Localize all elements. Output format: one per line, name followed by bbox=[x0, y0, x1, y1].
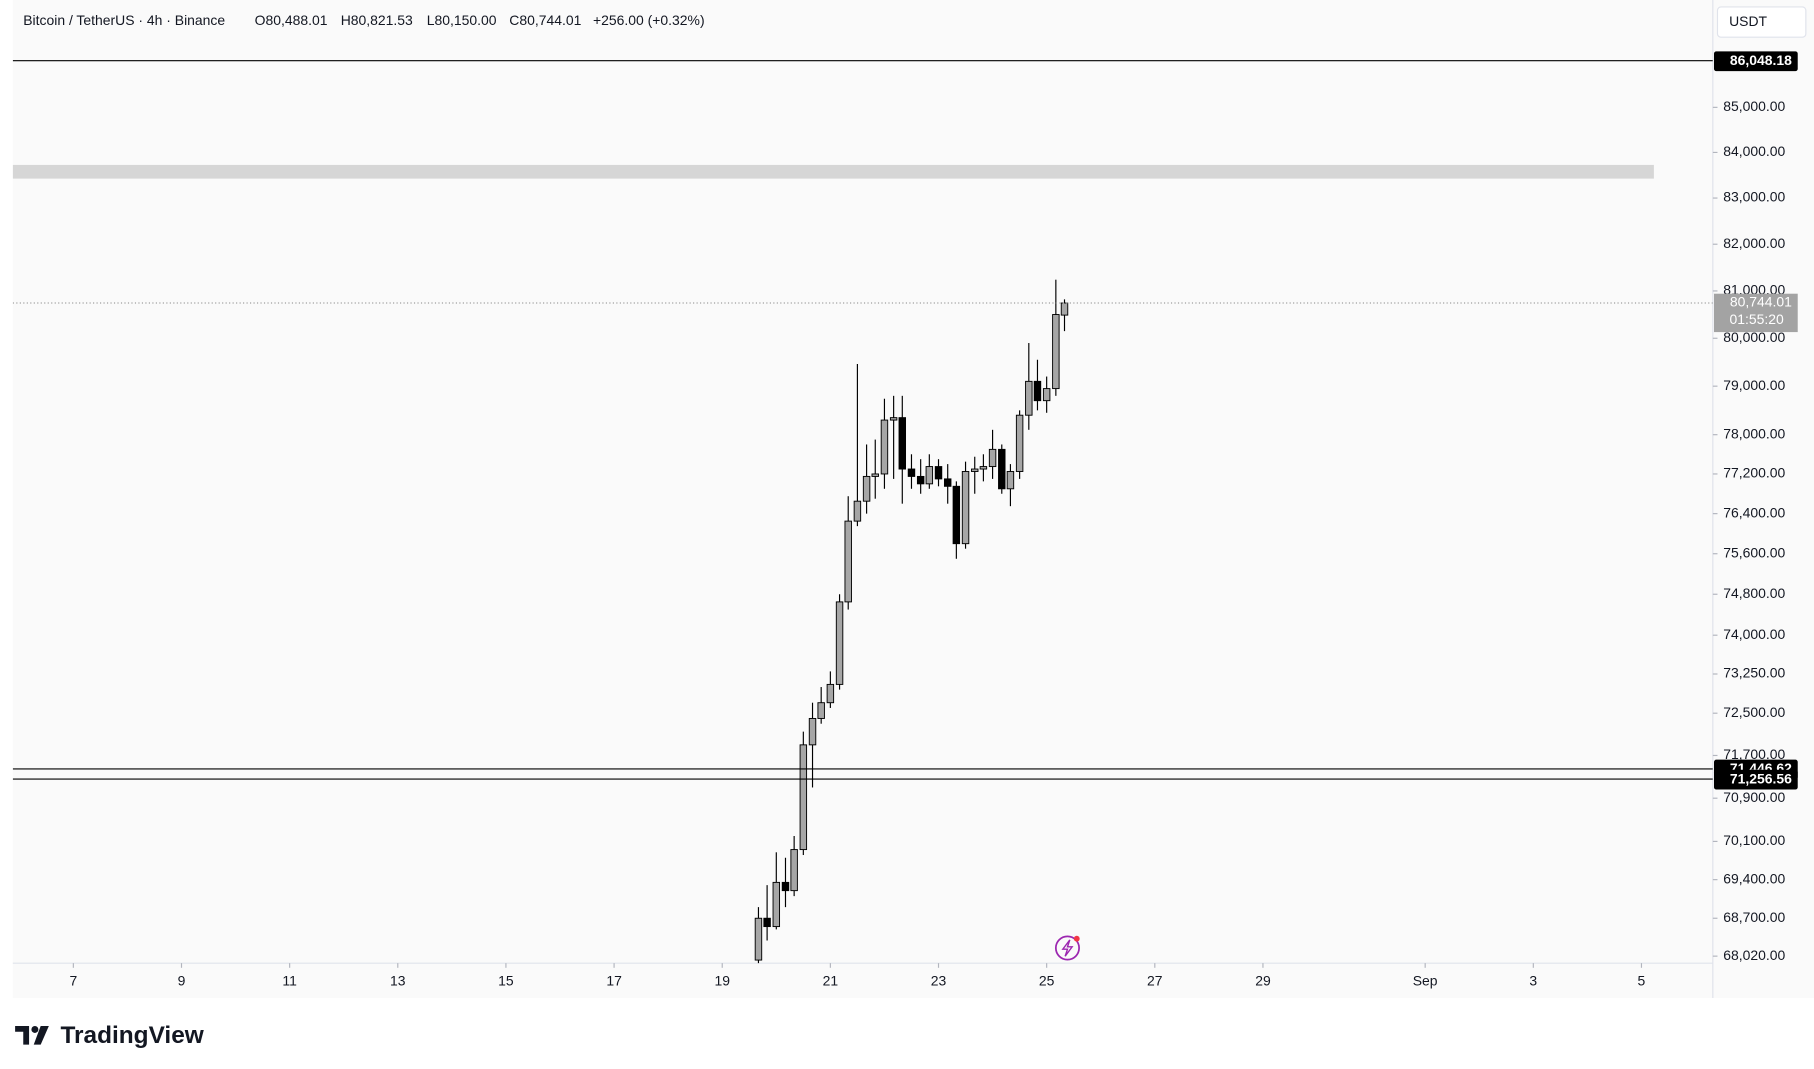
x-tick-label: 11 bbox=[282, 972, 297, 988]
candle-body bbox=[808, 717, 817, 746]
y-tick-label: 73,250.00 bbox=[1723, 665, 1785, 681]
y-tick-label: 69,400.00 bbox=[1723, 870, 1785, 886]
y-tick-label: 68,700.00 bbox=[1723, 909, 1785, 925]
ohlc-open: O80,488.01 bbox=[255, 12, 328, 28]
currency-label[interactable]: USDT bbox=[1729, 13, 1767, 29]
candle-body bbox=[907, 468, 916, 477]
x-tick-label: 23 bbox=[931, 972, 947, 988]
y-tick-label: 79,000.00 bbox=[1723, 377, 1785, 393]
x-tick-label: 29 bbox=[1255, 972, 1271, 988]
y-tick-label: 74,000.00 bbox=[1723, 626, 1785, 642]
candle-body bbox=[998, 448, 1006, 490]
y-tick-label: 85,000.00 bbox=[1723, 98, 1785, 114]
candle-body bbox=[952, 485, 961, 545]
y-tick-label: 72,500.00 bbox=[1723, 704, 1785, 720]
price-line-badge bbox=[1713, 769, 1798, 790]
y-tick-label: 70,900.00 bbox=[1723, 789, 1785, 805]
candle-body bbox=[971, 468, 979, 472]
price-line-label: 71,256.56 bbox=[1730, 770, 1792, 786]
x-tick-label: 3 bbox=[1529, 972, 1537, 988]
y-tick-label: 74,800.00 bbox=[1723, 585, 1785, 601]
candle-body bbox=[853, 500, 862, 522]
y-tick-label: 77,200.00 bbox=[1723, 465, 1785, 481]
y-tick-label: 80,000.00 bbox=[1723, 329, 1785, 345]
candle-body bbox=[925, 466, 934, 485]
price-axis-background bbox=[1712, 0, 1814, 999]
ohlc-high: H80,821.53 bbox=[341, 12, 413, 28]
countdown-label: 01:55:20 bbox=[1730, 311, 1784, 327]
alert-icon[interactable] bbox=[1054, 935, 1080, 961]
x-tick-label: 21 bbox=[823, 972, 839, 988]
candle-body bbox=[880, 419, 889, 475]
x-tick-label: 15 bbox=[498, 972, 514, 988]
brand-name[interactable]: TradingView bbox=[60, 1022, 204, 1049]
axes: 68,020.00 68,700.00 69,400.00 70,100.00 70,9… bbox=[69, 51, 1798, 988]
x-tick-label: Sep bbox=[1413, 972, 1438, 988]
candle-body bbox=[898, 417, 907, 470]
symbol-title: Bitcoin / TetherUS · 4h · Binance bbox=[23, 12, 225, 28]
zone bbox=[12, 164, 1654, 179]
candle-body bbox=[826, 683, 835, 704]
y-tick-label: 82,000.00 bbox=[1723, 235, 1785, 251]
candle-body bbox=[1006, 471, 1015, 490]
candle-body bbox=[835, 601, 844, 685]
x-tick-label: 7 bbox=[69, 972, 77, 988]
y-tick-label: 70,100.00 bbox=[1723, 832, 1785, 848]
y-tick-label: 83,000.00 bbox=[1723, 189, 1785, 205]
candle-body bbox=[943, 478, 952, 487]
candle-body bbox=[763, 917, 771, 928]
ohlc-low: L80,150.00 bbox=[427, 12, 497, 28]
ohlc-close: C80,744.01 bbox=[509, 12, 581, 28]
candle-body bbox=[1015, 414, 1024, 472]
x-tick-label: 19 bbox=[714, 972, 730, 988]
candle-body bbox=[988, 448, 997, 468]
x-tick-label: 9 bbox=[178, 972, 186, 988]
currency-box[interactable] bbox=[1716, 6, 1807, 38]
y-tick-label: 75,600.00 bbox=[1723, 544, 1785, 560]
x-tick-label: 5 bbox=[1638, 972, 1646, 988]
price-line-label: 86,048.18 bbox=[1730, 52, 1792, 68]
y-tick-label: 84,000.00 bbox=[1723, 143, 1785, 159]
candle-body bbox=[889, 417, 898, 421]
candle-body bbox=[844, 520, 852, 603]
y-tick-label: 68,020.00 bbox=[1723, 947, 1785, 963]
candle-body bbox=[754, 917, 763, 961]
candle-body bbox=[1060, 302, 1069, 316]
x-tick-label: 17 bbox=[606, 972, 622, 988]
candle-body bbox=[817, 702, 825, 719]
candle-body bbox=[916, 475, 925, 485]
x-tick-label: 25 bbox=[1039, 972, 1055, 988]
candle-body bbox=[934, 466, 943, 480]
brand-logo[interactable]: TradingView bbox=[15, 1022, 205, 1049]
candle-body bbox=[1052, 314, 1060, 390]
candle-body bbox=[1025, 380, 1033, 416]
y-tick-label: 78,000.00 bbox=[1723, 425, 1785, 441]
candle-body bbox=[799, 744, 808, 851]
candle-body bbox=[1033, 380, 1042, 402]
candle-body bbox=[871, 473, 879, 477]
price-line-badge bbox=[1713, 51, 1798, 72]
last-price-badge bbox=[1713, 293, 1798, 333]
candle-body bbox=[772, 881, 781, 928]
candle-body bbox=[862, 475, 871, 502]
candle-body bbox=[961, 471, 970, 545]
candle-body bbox=[781, 881, 790, 892]
x-tick-label: 27 bbox=[1147, 972, 1163, 988]
candle-body bbox=[790, 849, 798, 892]
y-tick-label: 71,700.00 bbox=[1723, 746, 1785, 762]
candle-body bbox=[1042, 388, 1051, 402]
x-tick-label: 13 bbox=[390, 972, 406, 988]
last-price-label: 80,744.01 bbox=[1730, 294, 1792, 310]
plot-background bbox=[12, 0, 1713, 999]
y-tick-label: 76,400.00 bbox=[1723, 504, 1785, 520]
price-change: +256.00 (+0.32%) bbox=[593, 12, 705, 28]
plot-area bbox=[12, 60, 1713, 964]
y-tick-label: 81,000.00 bbox=[1723, 282, 1785, 298]
candle-body bbox=[979, 466, 988, 470]
chart-header: Bitcoin / TetherUS · 4h · Binance O80,48… bbox=[23, 12, 704, 28]
